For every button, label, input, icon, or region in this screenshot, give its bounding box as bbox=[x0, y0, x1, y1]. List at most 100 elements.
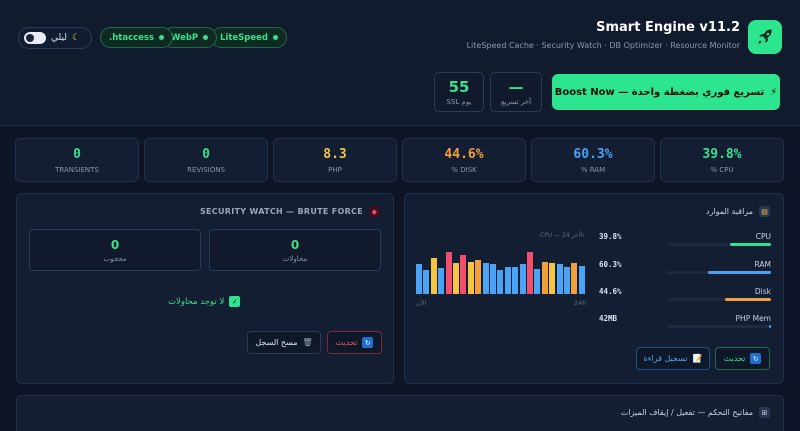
shield-icon: ◆ bbox=[369, 206, 380, 217]
cpu-history-bar bbox=[445, 252, 452, 294]
metric-disk: 44.6% % DISK bbox=[402, 138, 526, 182]
trash-icon: 🗑 bbox=[302, 338, 313, 347]
metric-label: REVISIONS bbox=[187, 165, 225, 174]
blocked-counter: 0 محجوب bbox=[29, 229, 201, 271]
status-dot-icon bbox=[272, 35, 278, 40]
log-reading-button[interactable]: تسجيل قراءة 📝 bbox=[636, 347, 710, 370]
boost-now-button[interactable]: Boost Now — تسريع فوري بضغطة واحدة ⚡ bbox=[552, 74, 780, 110]
cpu-history-bar bbox=[438, 268, 445, 294]
resource-track bbox=[667, 325, 771, 328]
status-dot-icon bbox=[203, 35, 209, 40]
controls-title-text: مفاتيح التحكم — تفعيل / إيقاف الميزات bbox=[620, 408, 753, 417]
cpu-history-bar bbox=[549, 263, 556, 294]
resource-track bbox=[667, 271, 771, 274]
resource-row: PHP Mem 42MB bbox=[599, 314, 771, 330]
badge-label: WebP bbox=[171, 32, 199, 43]
metric-ram: 60.3% % RAM bbox=[531, 138, 655, 182]
cpu-history-bar bbox=[497, 270, 504, 294]
metric-transients: 0 TRANSIENTS bbox=[15, 138, 139, 182]
cpu-history-bar bbox=[416, 264, 422, 294]
chart-legend: CPU — آخر 24h bbox=[540, 232, 585, 239]
note-icon: 📝 bbox=[692, 354, 703, 363]
cpu-history-bar bbox=[519, 264, 526, 294]
header-bar: Smart Engine v11.2 LiteSpeed Cache · Sec… bbox=[0, 0, 800, 126]
cpu-history-bar bbox=[512, 267, 519, 294]
ssl-days-stat: 55 SSL يوم bbox=[434, 72, 484, 112]
metric-label: % CPU bbox=[710, 165, 734, 174]
cpu-history-bar bbox=[556, 264, 563, 294]
last-boost-label: آخر تسريع bbox=[500, 98, 532, 106]
metric-value: 60.3% bbox=[573, 146, 613, 162]
checkmark-icon: ✓ bbox=[229, 296, 241, 307]
cpu-history-bar bbox=[527, 252, 533, 294]
cpu-history-bar bbox=[453, 263, 459, 294]
chart-icon: ▤ bbox=[759, 206, 770, 217]
rocket-icon bbox=[758, 29, 772, 44]
metric-revisions: 0 REVISIONS bbox=[144, 138, 268, 182]
toggle-switch[interactable] bbox=[24, 32, 46, 44]
last-boost-value: — bbox=[508, 78, 524, 96]
blocked-value: 0 bbox=[110, 237, 120, 252]
moon-icon: ☾ bbox=[71, 33, 81, 43]
chart-axis-left: الآن bbox=[416, 299, 427, 307]
resource-monitor-title: مراقبة الموارد ▤ bbox=[706, 206, 770, 217]
metric-value: 0 bbox=[202, 146, 210, 162]
refresh-icon: ↻ bbox=[362, 337, 374, 348]
metric-value: 39.8% bbox=[702, 146, 742, 162]
badge-label: LiteSpeed bbox=[220, 32, 268, 43]
resource-track bbox=[667, 298, 771, 301]
theme-toggle[interactable]: ليلي ☾ bbox=[18, 27, 92, 49]
badge-webp: WebP bbox=[162, 27, 218, 48]
status-dot-icon bbox=[159, 35, 165, 40]
resource-fill bbox=[729, 243, 771, 246]
refresh-label: تحديث bbox=[723, 354, 746, 363]
badge-label: .htaccess bbox=[109, 32, 155, 43]
last-boost-stat: — آخر تسريع bbox=[490, 72, 542, 112]
monitor-refresh-button[interactable]: تحديث ↻ bbox=[715, 347, 770, 370]
resource-fill bbox=[708, 271, 771, 274]
metric-value: 44.6% bbox=[444, 146, 484, 162]
cpu-history-bar bbox=[578, 266, 585, 294]
cpu-history-bar bbox=[460, 255, 467, 294]
resource-row: CPU 39.8% bbox=[599, 232, 771, 248]
resource-track bbox=[667, 243, 771, 246]
blocked-label: محجوب bbox=[103, 254, 127, 263]
metric-label: % DISK bbox=[451, 165, 477, 174]
cpu-history-bar bbox=[534, 269, 541, 294]
cpu-history-bar bbox=[571, 263, 578, 294]
chart-axis-right: 24h bbox=[574, 299, 587, 307]
resource-name: Disk bbox=[754, 287, 771, 296]
cpu-history-bar bbox=[490, 264, 496, 294]
security-title-text: SECURITY WATCH — BRUTE FORCE bbox=[199, 207, 363, 216]
clear-log-label: مسح السجل bbox=[255, 338, 298, 347]
attempts-value: 0 bbox=[290, 237, 300, 252]
cpu-history-bar bbox=[504, 267, 511, 294]
metric-cpu: 39.8% % CPU bbox=[660, 138, 784, 182]
clear-log-button[interactable]: مسح السجل 🗑 bbox=[247, 331, 321, 354]
status-text: لا توجد محاولات bbox=[168, 296, 225, 307]
resource-value: 44.6% bbox=[599, 287, 622, 296]
metric-label: % RAM bbox=[580, 165, 606, 174]
resource-value: 39.8% bbox=[599, 232, 622, 241]
badge-litespeed: LiteSpeed bbox=[211, 27, 287, 48]
controls-panel bbox=[16, 395, 784, 431]
metric-value: 8.3 bbox=[323, 146, 347, 162]
resource-row: RAM 60.3% bbox=[599, 260, 771, 276]
no-attempts-status: لا توجد محاولات ✓ bbox=[168, 296, 241, 307]
resource-row: Disk 44.6% bbox=[599, 287, 771, 303]
resource-value: 60.3% bbox=[599, 260, 622, 269]
cpu-history-bar bbox=[541, 262, 548, 294]
cpu-history-bar bbox=[475, 260, 482, 294]
cpu-history-bar bbox=[482, 263, 489, 294]
resource-value: 42MB bbox=[599, 314, 618, 323]
resource-fill bbox=[724, 298, 771, 301]
resource-name: PHP Mem bbox=[735, 314, 771, 323]
security-watch-title: SECURITY WATCH — BRUTE FORCE ◆ bbox=[200, 206, 380, 217]
boost-label: Boost Now — تسريع فوري بضغطة واحدة bbox=[554, 86, 765, 98]
refresh-label: تحديث bbox=[335, 338, 358, 347]
theme-toggle-label: ليلي bbox=[51, 33, 67, 43]
app-title: Smart Engine v11.2 bbox=[596, 20, 740, 35]
lightning-icon: ⚡ bbox=[770, 86, 778, 98]
security-refresh-button[interactable]: تحديث ↻ bbox=[327, 331, 382, 354]
metric-value: 0 bbox=[73, 146, 81, 162]
